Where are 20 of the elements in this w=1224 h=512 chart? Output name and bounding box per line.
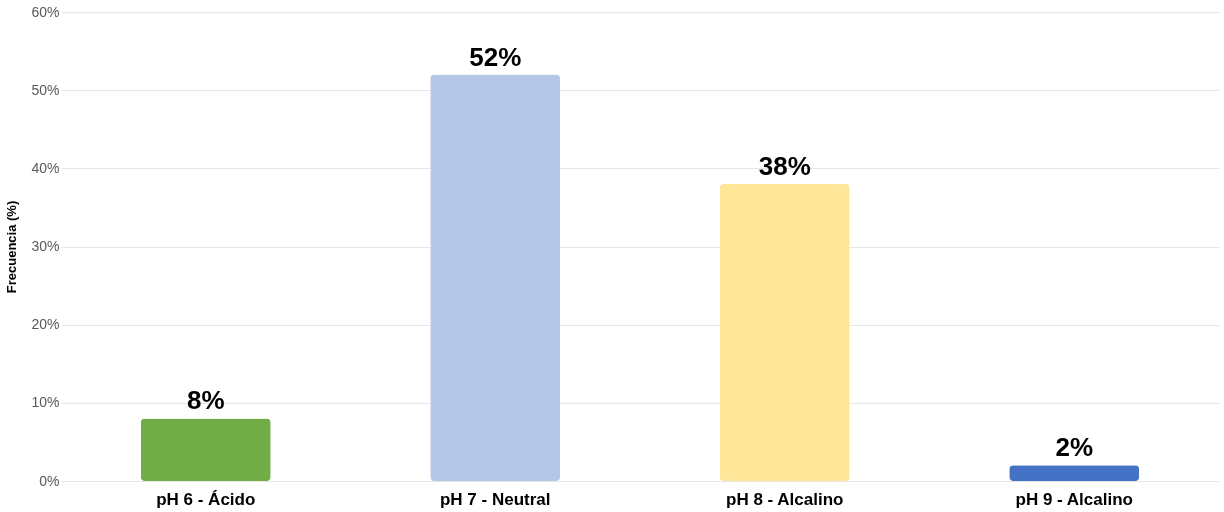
y-tick-label: 10%	[31, 394, 60, 411]
y-tick-label: 40%	[31, 159, 60, 176]
x-tick-label: pH 8 - Alcalino	[726, 489, 844, 509]
data-label: 2%	[1055, 432, 1094, 463]
bar	[719, 183, 850, 481]
data-label: 8%	[186, 385, 225, 416]
y-tick-label: 30%	[31, 238, 60, 254]
y-axis-title: Frecuencia (%)	[4, 200, 20, 294]
data-label: 52%	[469, 41, 522, 72]
x-tick-label: pH 6 - Ácido	[156, 489, 256, 509]
bar	[430, 74, 561, 481]
y-tick-label: 0%	[39, 472, 60, 489]
y-tick-label: 50%	[31, 81, 60, 98]
x-tick-label: pH 9 - Alcalino	[1015, 489, 1133, 509]
x-tick-label: pH 7 - Neutral	[439, 489, 551, 509]
data-label: 38%	[758, 150, 811, 181]
bar	[140, 418, 271, 481]
y-tick-label: 20%	[31, 316, 60, 333]
y-tick-label: 60%	[31, 3, 60, 20]
bar	[1009, 465, 1140, 481]
